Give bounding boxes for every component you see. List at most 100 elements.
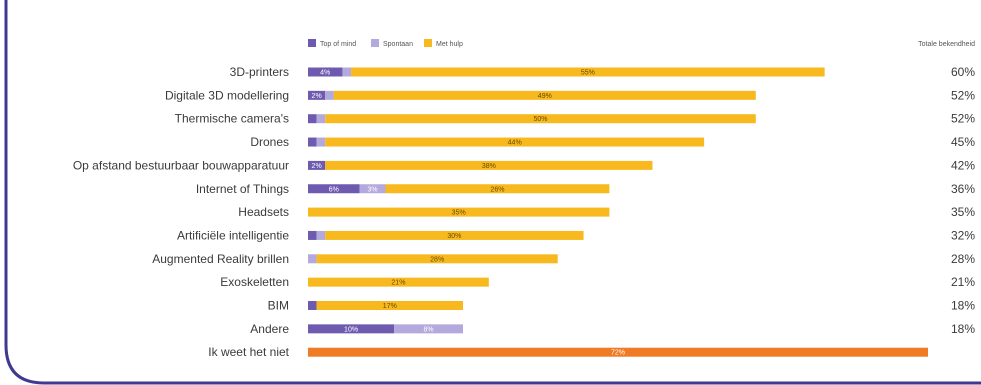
chart-border (4, 0, 981, 385)
bar-met-hulp-digitale-3d-modellering (333, 90, 756, 100)
total-value-digitale-3d-modellering: 52% (951, 88, 975, 102)
bar-label-met-hulp-digitale-3d-modellering: 49% (538, 93, 552, 100)
bar-label-top-of-mind-3d-printers: 4% (320, 70, 330, 77)
category-label-internet-of-things: Internet of Things (196, 182, 289, 196)
bar-ik-weet-het-niet-ik-weet-het-niet (308, 347, 928, 357)
chart-row-augmented-reality-brillen: Augmented Reality brillen 28% 28% (152, 252, 975, 266)
chart-row-digitale-3d-modellering: Digitale 3D modellering 2% 49% 52% (165, 88, 975, 102)
bar-top-of-mind-3d-printers (308, 67, 343, 77)
chart-row-headsets: Headsets 35% 35% (238, 205, 975, 219)
bar-label-top-of-mind-andere: 10% (344, 326, 358, 333)
bar-met-hulp-op-afstand-bestuurbaar-bouwapparatuur (325, 160, 653, 170)
bar-label-met-hulp-headsets: 35% (452, 210, 466, 217)
legend-item-met-hulp: Met hulp (424, 39, 463, 48)
bar-spontaan-drones (316, 137, 326, 147)
category-label-ik-weet-het-niet: Ik weet het niet (208, 345, 289, 359)
bar-label-top-of-mind-internet-of-things: 6% (329, 186, 339, 193)
chart-row-drones: Drones 44% 45% (250, 135, 975, 149)
chart-row-ik-weet-het-niet: Ik weet het niet 72% (208, 345, 928, 359)
bar-top-of-mind-andere (308, 324, 395, 334)
legend-item-top-of-mind: Top of mind (308, 39, 356, 48)
bar-top-of-mind-internet-of-things (308, 184, 360, 194)
chart-row-internet-of-things: Internet of Things 6% 3% 26% 36% (196, 182, 975, 196)
bar-met-hulp-headsets (308, 207, 610, 217)
bar-spontaan-3d-printers (342, 67, 352, 77)
bar-label-top-of-mind-digitale-3d-modellering: 2% (312, 93, 322, 100)
total-awareness-header: Totale bekendheid (918, 41, 975, 48)
bar-met-hulp-artificiele-intelligentie (325, 230, 584, 240)
bar-label-met-hulp-bim: 17% (383, 303, 397, 310)
bar-label-top-of-mind-op-afstand-bestuurbaar-bouwapparatuur: 2% (312, 163, 322, 170)
legend-label-met-hulp: Met hulp (436, 41, 463, 48)
category-label-3d-printers: 3D-printers (230, 65, 289, 79)
total-value-bim: 18% (951, 299, 975, 313)
chart-row-exoskeletten: Exoskeletten 21% 21% (220, 275, 975, 289)
total-value-internet-of-things: 36% (951, 182, 975, 196)
legend-label-top-of-mind: Top of mind (320, 41, 356, 48)
bar-top-of-mind-thermische-camera-s (308, 114, 317, 124)
bar-met-hulp-drones (325, 137, 705, 147)
bar-spontaan-thermische-camera-s (316, 114, 326, 124)
total-value-exoskeletten: 21% (951, 275, 975, 289)
bar-label-ik-weet-het-niet-ik-weet-het-niet: 72% (611, 350, 625, 357)
legend-item-spontaan: Spontaan (371, 39, 413, 48)
bar-met-hulp-augmented-reality-brillen (316, 254, 558, 264)
category-label-andere: Andere (250, 322, 289, 336)
bar-label-met-hulp-3d-printers: 55% (581, 70, 595, 77)
total-value-headsets: 35% (951, 205, 975, 219)
category-label-headsets: Headsets (238, 205, 289, 219)
legend-swatch-top-of-mind (308, 39, 316, 47)
bar-label-spontaan-internet-of-things: 3% (368, 186, 378, 193)
bar-label-met-hulp-augmented-reality-brillen: 28% (430, 256, 444, 263)
bar-spontaan-andere (394, 324, 463, 334)
total-value-3d-printers: 60% (951, 65, 975, 79)
total-value-augmented-reality-brillen: 28% (951, 252, 975, 266)
bar-label-met-hulp-exoskeletten: 21% (391, 280, 405, 287)
chart-row-thermische-camera-s: Thermische camera's 50% 52% (175, 112, 976, 126)
bar-spontaan-digitale-3d-modellering (325, 90, 334, 100)
bar-met-hulp-bim (316, 301, 463, 310)
category-label-bim: BIM (268, 299, 289, 313)
bar-label-spontaan-andere: 8% (423, 326, 433, 333)
bar-top-of-mind-drones (308, 137, 317, 147)
bar-spontaan-internet-of-things (359, 184, 386, 194)
bar-met-hulp-exoskeletten (308, 277, 489, 287)
bar-label-met-hulp-artificiele-intelligentie: 30% (447, 233, 461, 240)
bar-met-hulp-internet-of-things (385, 184, 610, 194)
category-label-thermische-camera-s: Thermische camera's (175, 112, 289, 126)
total-value-thermische-camera-s: 52% (951, 112, 975, 126)
category-label-exoskeletten: Exoskeletten (220, 275, 289, 289)
chart-row-andere: Andere 10% 8% 18% (250, 322, 975, 336)
category-label-augmented-reality-brillen: Augmented Reality brillen (152, 252, 289, 266)
total-value-drones: 45% (951, 135, 975, 149)
legend-swatch-met-hulp (424, 39, 432, 47)
bar-top-of-mind-bim (308, 301, 317, 310)
total-value-andere: 18% (951, 322, 975, 336)
legend-label-spontaan: Spontaan (383, 41, 413, 48)
category-label-op-afstand-bestuurbaar-bouwapparatuur: Op afstand bestuurbaar bouwapparatuur (73, 158, 289, 172)
bar-top-of-mind-op-afstand-bestuurbaar-bouwapparatuur (308, 160, 326, 170)
bar-label-met-hulp-drones: 44% (508, 140, 522, 147)
total-value-op-afstand-bestuurbaar-bouwapparatuur: 42% (951, 158, 975, 172)
bar-spontaan-artificiele-intelligentie (316, 230, 326, 240)
category-label-drones: Drones (250, 135, 289, 149)
bar-top-of-mind-digitale-3d-modellering (308, 90, 326, 100)
bar-label-met-hulp-internet-of-things: 26% (490, 186, 504, 193)
bar-label-met-hulp-thermische-camera-s: 50% (533, 116, 547, 123)
bar-spontaan-augmented-reality-brillen (308, 254, 317, 264)
legend-swatch-spontaan (371, 39, 379, 47)
bar-met-hulp-3d-printers (351, 67, 825, 77)
chart-row-bim: BIM 17% 18% (268, 299, 976, 313)
total-value-artificiele-intelligentie: 32% (951, 228, 975, 242)
bar-met-hulp-thermische-camera-s (325, 114, 756, 124)
bar-label-met-hulp-op-afstand-bestuurbaar-bouwapparatuur: 38% (482, 163, 496, 170)
chart-row-3d-printers: 3D-printers 4% 55% 60% (230, 65, 976, 79)
bar-top-of-mind-artificiele-intelligentie (308, 230, 317, 240)
chart-row-artificiele-intelligentie: Artificiële intelligentie 30% 32% (177, 228, 975, 242)
category-label-digitale-3d-modellering: Digitale 3D modellering (165, 88, 289, 102)
chart-row-op-afstand-bestuurbaar-bouwapparatuur: Op afstand bestuurbaar bouwapparatuur 2% 3… (73, 158, 975, 172)
chart-rows: 3D-printers 4% 55% 60% Digitale 3D modelleri… (73, 65, 975, 359)
legend: Top of mind Spontaan Met hulp (308, 39, 463, 48)
category-label-artificiele-intelligentie: Artificiële intelligentie (177, 228, 289, 242)
